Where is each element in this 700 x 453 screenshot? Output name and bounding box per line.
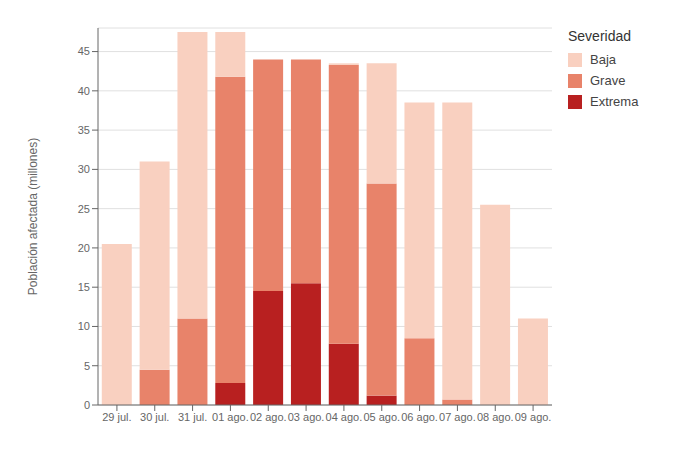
svg-text:01 ago.: 01 ago. bbox=[212, 411, 249, 423]
svg-text:Población afectada (millones): Población afectada (millones) bbox=[26, 138, 40, 295]
svg-text:07 ago.: 07 ago. bbox=[439, 411, 476, 423]
html-text:Grave: Grave bbox=[590, 73, 626, 88]
svg-text:03 ago.: 03 ago. bbox=[288, 411, 325, 423]
html-text:Extrema: Extrema bbox=[590, 94, 639, 109]
svg-text:25: 25 bbox=[78, 203, 90, 215]
svg-text:04 ago.: 04 ago. bbox=[326, 411, 363, 423]
svg-text:05 ago.: 05 ago. bbox=[363, 411, 400, 423]
svg-text:35: 35 bbox=[78, 124, 90, 136]
svg-text:06 ago.: 06 ago. bbox=[401, 411, 438, 423]
svg-text:30: 30 bbox=[78, 163, 90, 175]
svg-text:0: 0 bbox=[84, 399, 90, 411]
svg-text:30 jul.: 30 jul. bbox=[140, 411, 169, 423]
svg-text:5: 5 bbox=[84, 360, 90, 372]
html-text:Severidad: Severidad bbox=[568, 28, 631, 44]
svg-text:20: 20 bbox=[78, 242, 90, 254]
svg-text:10: 10 bbox=[78, 320, 90, 332]
svg-text:29 jul.: 29 jul. bbox=[102, 411, 131, 423]
svg-text:08 ago.: 08 ago. bbox=[477, 411, 514, 423]
svg-text:45: 45 bbox=[78, 45, 90, 57]
svg-text:40: 40 bbox=[78, 85, 90, 97]
html-text:Baja: Baja bbox=[590, 52, 616, 67]
svg-text:02 ago.: 02 ago. bbox=[250, 411, 287, 423]
svg-text:31 jul.: 31 jul. bbox=[178, 411, 207, 423]
svg-text:15: 15 bbox=[78, 281, 90, 293]
svg-text:09 ago.: 09 ago. bbox=[515, 411, 552, 423]
